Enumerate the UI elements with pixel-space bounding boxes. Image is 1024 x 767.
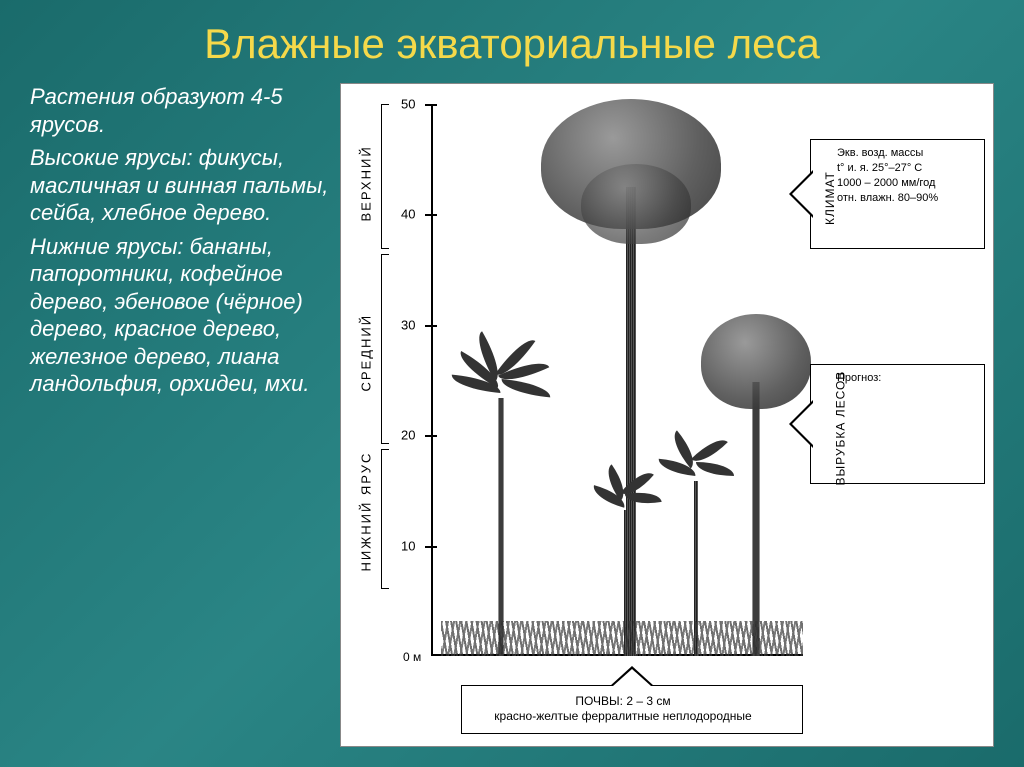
tier-upper-label: ВЕРХНИЙ <box>359 145 374 221</box>
undergrowth <box>441 621 803 656</box>
slide: Влажные экваториальные леса Растения обр… <box>0 0 1024 767</box>
climate-side-label: КЛИМАТ <box>822 171 838 225</box>
zero-label: 0 м <box>403 650 421 664</box>
scale-axis: 50 40 30 20 10 <box>431 104 433 656</box>
soil-title: ПОЧВЫ: <box>575 694 623 708</box>
logging-arrow: ВЫРУБКА ЛЕСОВ Прогноз: <box>810 364 985 484</box>
tick-40: 40 <box>401 207 415 222</box>
climate-line-1: Экв. возд. массы <box>837 146 976 161</box>
climate-arrow: КЛИМАТ Экв. возд. массы t° и. я. 25°–27°… <box>810 139 985 249</box>
tier-low-bracket <box>381 449 389 589</box>
upper-label: Высокие ярусы: <box>30 145 193 170</box>
intro-text: Растения образуют 4-5 ярусов. <box>30 83 330 138</box>
tier-mid-bracket <box>381 254 389 444</box>
text-column: Растения образуют 4-5 ярусов. Высокие яр… <box>30 83 330 747</box>
soil-arrow: ПОЧВЫ: 2 – 3 см красно-желтые ферралитны… <box>461 685 803 734</box>
soil-line-2: красно-желтые ферралитные неплодородные <box>494 709 751 723</box>
climate-line-4: отн. влажн. 80–90% <box>837 191 976 206</box>
tier-mid-label: СРЕДНИЙ <box>359 314 374 392</box>
tick-50: 50 <box>401 97 415 112</box>
forest-illustration <box>441 104 803 656</box>
tick-20: 20 <box>401 428 415 443</box>
logging-side-label: ВЫРУБКА ЛЕСОВ <box>832 371 848 486</box>
soil-line-1: 2 – 3 см <box>626 694 670 708</box>
tick-10: 10 <box>401 538 415 553</box>
diagram: 50 40 30 20 10 0 м ВЕРХНИЙ СРЕДНИЙ НИЖНИ… <box>340 83 994 747</box>
tier-upper-bracket <box>381 104 389 249</box>
tier-low-label: НИЖНИЙ ЯРУС <box>359 452 374 572</box>
logging-line-1: Прогноз: <box>837 371 976 386</box>
climate-line-3: 1000 – 2000 мм/год <box>837 176 976 191</box>
tick-30: 30 <box>401 317 415 332</box>
lower-label: Нижние ярусы: <box>30 234 184 259</box>
content-row: Растения образуют 4-5 ярусов. Высокие яр… <box>30 83 994 747</box>
slide-title: Влажные экваториальные леса <box>30 20 994 68</box>
climate-line-2: t° и. я. 25°–27° С <box>837 161 976 176</box>
